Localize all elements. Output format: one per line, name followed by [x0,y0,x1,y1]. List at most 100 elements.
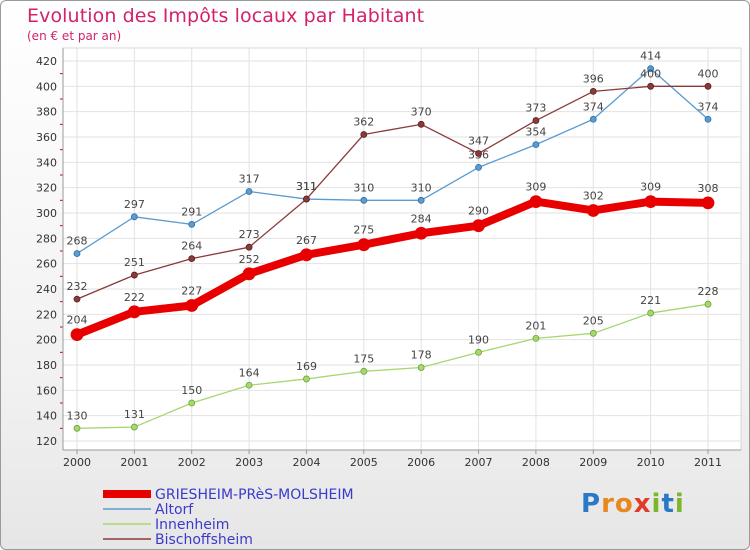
data-label: 302 [583,189,604,202]
data-label: 400 [698,67,719,80]
y-tick-label: 180 [36,359,57,372]
logo-letter: i [674,489,685,519]
series-line [76,85,708,300]
data-point [589,88,597,95]
data-point [475,150,482,157]
y-tick-label: 360 [36,131,57,144]
x-tick-label: 2008 [522,456,550,469]
data-label: 310 [353,181,374,194]
data-point [245,188,253,195]
data-label: 150 [181,384,202,397]
legend-label: Innenheim [155,517,229,533]
logo-letter: o [614,489,634,519]
data-label: 221 [640,294,661,307]
data-label: 354 [525,126,546,139]
data-point [300,248,313,262]
data-label: 347 [468,134,489,147]
legend-item: Bischoffsheim [103,532,253,548]
data-label: 232 [67,280,88,293]
data-label: 205 [583,314,604,327]
data-point [188,399,196,407]
x-tick-label: 2001 [120,456,148,469]
data-label: 190 [468,333,489,346]
x-tick-label: 2000 [63,456,91,469]
data-point [73,295,81,303]
logo-letter: P [581,489,602,519]
data-point [360,131,368,138]
data-point [360,196,368,204]
y-tick-label: 220 [36,308,57,321]
data-label: 178 [411,349,432,362]
y-tick-label: 120 [36,435,57,448]
data-label: 131 [124,408,145,421]
legend-label: Bischoffsheim [155,532,253,548]
data-point [188,220,196,228]
data-label: 414 [640,50,661,63]
series-griesheim-pr-s-molsheim: 204 222 227 252 267 275 284 290 309 302 309 308 [67,181,719,342]
data-point [529,195,543,209]
data-point [188,255,196,263]
y-tick-label: 160 [36,384,57,397]
x-tick-label: 2009 [579,456,607,469]
data-label: 201 [525,319,546,332]
legend-item: GRIESHEIM-PRèS-MOLSHEIM [103,487,354,503]
data-label: 362 [353,115,374,128]
data-label: 317 [239,172,260,185]
x-tick-label: 2007 [465,456,493,469]
data-label: 310 [411,181,432,194]
data-point [242,267,256,281]
x-tick-label: 2010 [637,456,665,469]
x-tick-label: 2005 [350,456,378,469]
data-point [73,424,81,432]
data-point [704,300,712,308]
x-tick-label: 2003 [235,456,263,469]
data-point [127,305,141,319]
data-point [647,65,655,72]
data-label: 373 [525,102,546,115]
legend-item: Innenheim [103,517,229,533]
data-point [417,120,425,128]
y-tick-label: 320 [36,182,57,195]
y-tick-label: 140 [36,410,57,423]
data-label: 311 [296,180,317,193]
logo-letter: r [601,489,615,519]
data-label: 164 [239,366,260,379]
legend-label: Altorf [155,502,194,518]
data-point [644,195,658,209]
data-label: 252 [239,253,260,266]
x-tick-label: 2006 [407,456,435,469]
data-point [185,299,199,312]
data-point [475,348,482,356]
data-label: 311 [296,180,317,193]
x-tick-label: 2004 [292,456,320,469]
data-label: 275 [353,224,374,237]
data-label: 273 [239,228,260,241]
data-point [130,423,138,431]
data-point [704,115,712,123]
data-label: 374 [583,100,604,113]
data-label: 175 [353,352,374,365]
series-innenheim: 130 131 150 164 169 175 178 190 201 205 221 228 [67,285,719,432]
legend-label: GRIESHEIM-PRèS-MOLSHEIM [155,487,354,503]
data-point [73,250,81,257]
y-tick-label: 300 [36,207,57,220]
data-point [647,82,655,90]
data-point [532,117,540,124]
data-label: 264 [181,240,202,253]
y-tick-label: 420 [36,55,57,68]
data-label: 370 [411,105,432,118]
data-label: 284 [411,212,432,225]
data-label: 227 [181,284,202,297]
chart-title: Evolution des Impôts locaux par Habitant [27,5,425,27]
data-point [532,141,540,149]
data-label: 309 [640,181,661,194]
y-tick-label: 260 [36,258,57,271]
data-point [357,238,371,252]
data-point [303,375,310,383]
data-label: 309 [525,181,546,194]
data-point [472,219,485,233]
data-point [475,163,482,171]
y-tick-label: 280 [36,232,57,245]
data-label: 204 [67,314,88,327]
y-tick-label: 400 [36,80,57,93]
